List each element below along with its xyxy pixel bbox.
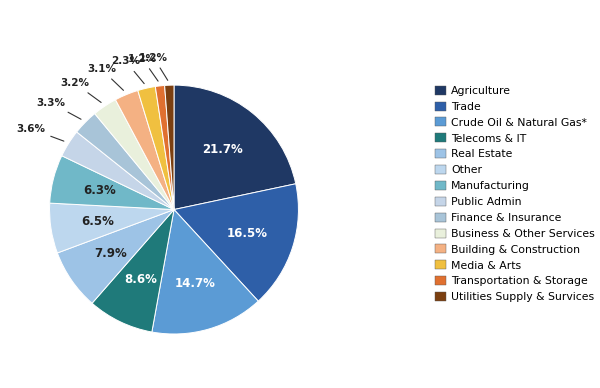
Wedge shape [62, 132, 174, 210]
Wedge shape [155, 85, 174, 210]
Wedge shape [174, 184, 298, 301]
Wedge shape [50, 156, 174, 210]
Legend: Agriculture, Trade, Crude Oil & Natural Gas*, Telecoms & IT, Real Estate, Other,: Agriculture, Trade, Crude Oil & Natural … [433, 83, 597, 305]
Wedge shape [92, 210, 174, 332]
Text: 14.7%: 14.7% [175, 277, 216, 290]
Text: 8.6%: 8.6% [124, 273, 157, 286]
Text: 7.9%: 7.9% [94, 247, 127, 260]
Text: 3.3%: 3.3% [37, 98, 81, 119]
Wedge shape [77, 114, 174, 210]
Text: 2.3%: 2.3% [112, 57, 144, 84]
Text: 1.2%: 1.2% [139, 53, 168, 80]
Text: 3.6%: 3.6% [16, 124, 64, 141]
Text: 3.1%: 3.1% [87, 64, 124, 90]
Wedge shape [138, 87, 174, 210]
Wedge shape [50, 203, 174, 253]
Text: 6.3%: 6.3% [83, 184, 116, 197]
Wedge shape [115, 90, 174, 210]
Wedge shape [58, 210, 174, 303]
Wedge shape [174, 85, 296, 210]
Text: 16.5%: 16.5% [227, 227, 268, 239]
Wedge shape [95, 100, 174, 210]
Wedge shape [164, 85, 174, 210]
Text: 1.2%: 1.2% [128, 54, 158, 81]
Text: 21.7%: 21.7% [202, 143, 243, 156]
Text: 3.2%: 3.2% [61, 78, 101, 102]
Text: 6.5%: 6.5% [81, 215, 114, 228]
Wedge shape [152, 210, 258, 334]
